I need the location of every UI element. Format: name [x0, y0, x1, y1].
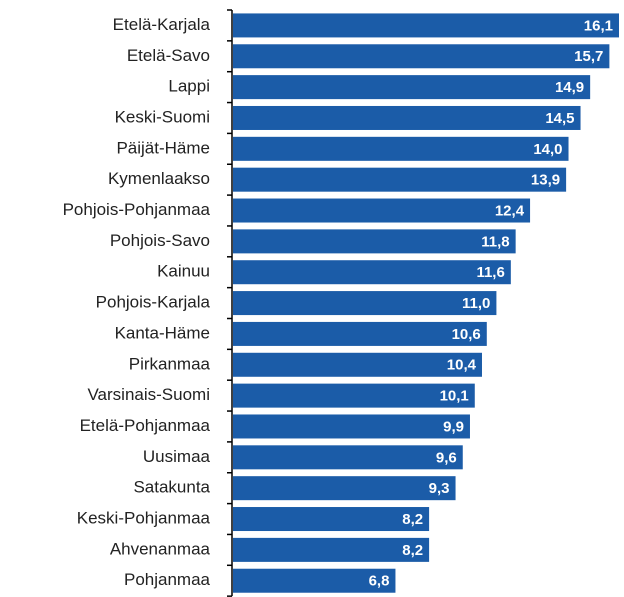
bar — [233, 167, 567, 192]
category-label: Kanta-Häme — [115, 323, 210, 342]
value-label: 10,4 — [447, 357, 477, 374]
value-label: 14,0 — [533, 141, 562, 158]
value-label: 11,6 — [476, 264, 504, 281]
category-label: Pohjanmaa — [124, 570, 211, 589]
value-label: 8,2 — [402, 542, 423, 559]
value-label: 14,9 — [555, 79, 584, 96]
bar — [233, 568, 396, 593]
value-label: 9,9 — [443, 418, 464, 435]
bar — [233, 13, 619, 38]
category-label: Keski-Suomi — [115, 107, 210, 126]
category-label: Päijät-Häme — [116, 138, 210, 157]
bar — [233, 75, 591, 100]
category-label: Etelä-Pohjanmaa — [80, 416, 211, 435]
bar — [233, 537, 430, 562]
bar — [233, 229, 516, 254]
bar — [233, 198, 531, 223]
value-label: 8,2 — [402, 511, 423, 528]
value-label: 15,7 — [574, 48, 603, 65]
category-label: Etelä-Karjala — [113, 15, 211, 34]
bar — [233, 507, 430, 532]
bar — [233, 105, 581, 130]
category-label: Pohjois-Savo — [110, 231, 210, 250]
category-label: Kainuu — [157, 262, 210, 281]
bar — [233, 291, 497, 316]
category-label: Keski-Pohjanmaa — [77, 509, 211, 528]
bar — [233, 476, 456, 501]
category-label: Kymenlaakso — [108, 169, 210, 188]
bar — [233, 44, 610, 69]
category-label: Uusimaa — [143, 447, 211, 466]
value-label: 10,1 — [440, 388, 469, 405]
category-label: Ahvenanmaa — [110, 539, 211, 558]
bar — [233, 321, 487, 346]
value-label: 13,9 — [531, 172, 560, 189]
value-label: 12,4 — [495, 202, 525, 219]
category-label: Pirkanmaa — [129, 354, 211, 373]
value-label: 14,5 — [545, 110, 574, 127]
category-label: Pohjois-Karjala — [96, 293, 211, 312]
category-label: Lappi — [168, 77, 210, 96]
category-label: Pohjois-Pohjanmaa — [63, 200, 211, 219]
value-label: 10,6 — [452, 326, 481, 343]
category-label: Satakunta — [133, 478, 210, 497]
value-label: 11,8 — [481, 233, 509, 250]
value-label: 16,1 — [584, 17, 613, 34]
bar — [233, 445, 463, 470]
bar — [233, 414, 470, 439]
bar — [233, 352, 482, 377]
value-label: 9,6 — [436, 449, 457, 466]
bar — [233, 136, 569, 161]
category-label: Etelä-Savo — [127, 46, 210, 65]
value-label: 6,8 — [369, 573, 390, 590]
value-label: 9,3 — [429, 480, 450, 497]
value-label: 11,0 — [462, 295, 490, 312]
category-label: Varsinais-Suomi — [87, 385, 210, 404]
bar — [233, 260, 511, 285]
bar — [233, 383, 475, 408]
